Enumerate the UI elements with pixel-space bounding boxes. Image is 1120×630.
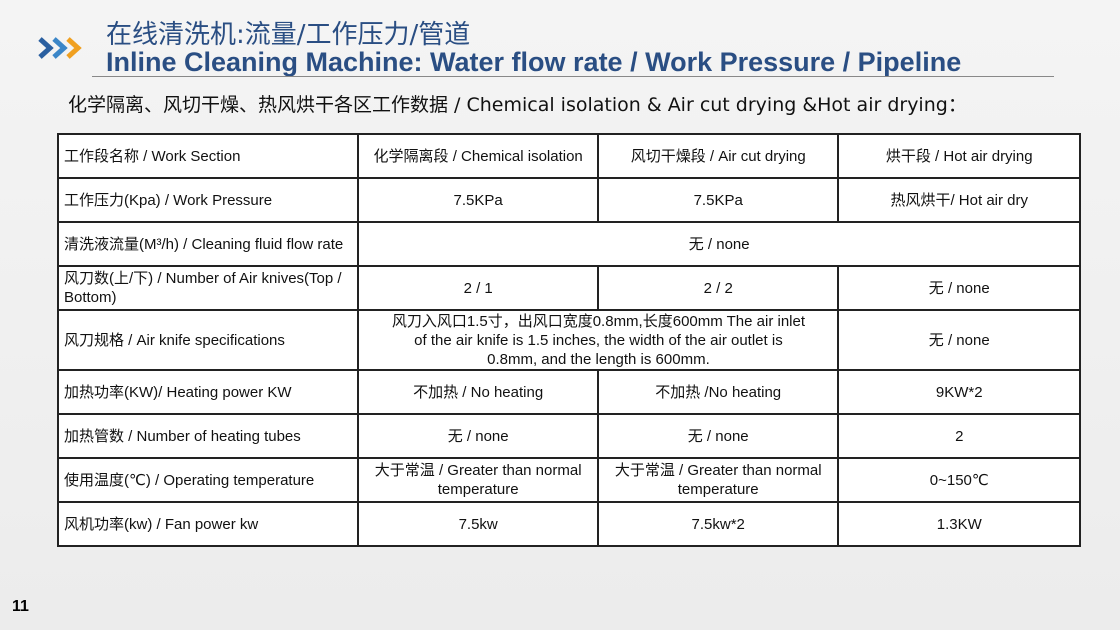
- cell: 无 / none: [357, 413, 599, 459]
- cell: 加热功率(KW)/ Heating power KW: [56, 369, 360, 415]
- cell: 清洗液流量(M³/h) / Cleaning fluid flow rate: [56, 221, 360, 267]
- title-divider: [92, 76, 1054, 77]
- cell: 2: [837, 413, 1081, 459]
- cell: 大于常温 / Greater than normal temperature: [596, 457, 840, 503]
- cell: 2 / 1: [357, 265, 599, 311]
- page-number: 11: [12, 598, 29, 615]
- table-row: 工作压力(Kpa) / Work Pressure 7.5KPa 7.5KPa 热风烘…: [56, 177, 1081, 223]
- cell: 使用温度(℃) / Operating temperature: [56, 457, 360, 503]
- cell: 风刀数(上/下) / Number of Air knives(Top / Bo…: [56, 265, 360, 311]
- cell: 7.5kw: [357, 501, 599, 547]
- cell: 2 / 2: [596, 265, 840, 311]
- table-row: 风刀规格 / Air knife specifications 风刀入风口1.5寸…: [56, 309, 1081, 371]
- spec-table: 工作段名称 / Work Section 化学隔离段 / Chemical iso…: [56, 133, 1081, 547]
- title-english: Inline Cleaning Machine: Water flow rate…: [106, 47, 962, 77]
- cell: 热风烘干/ Hot air dry: [837, 177, 1081, 223]
- cell: 烘干段 / Hot air drying: [837, 133, 1081, 179]
- table-row: 加热功率(KW)/ Heating power KW 不加热 / No heati…: [56, 369, 1081, 415]
- cell: 风刀入风口1.5寸，出风口宽度0.8mm,长度600mm The air inl…: [357, 309, 840, 371]
- cell: 工作段名称 / Work Section: [56, 133, 360, 179]
- title-chinese: 在线清洗机:流量/工作压力/管道: [106, 20, 471, 50]
- cell: 加热管数 / Number of heating tubes: [56, 413, 360, 459]
- cell: 无 / none: [596, 413, 840, 459]
- cell: 工作压力(Kpa) / Work Pressure: [56, 177, 360, 223]
- cell: 风刀规格 / Air knife specifications: [56, 309, 360, 371]
- table-row: 加热管数 / Number of heating tubes 无 / none 无 …: [56, 413, 1081, 459]
- cell: 0~150℃: [837, 457, 1081, 503]
- table-row: 风刀数(上/下) / Number of Air knives(Top / Bo…: [56, 265, 1081, 311]
- cell: 风机功率(kw) / Fan power kw: [56, 501, 360, 547]
- table-row: 使用温度(℃) / Operating temperature 大于常温 / Gr…: [56, 457, 1081, 503]
- cell: 大于常温 / Greater than normal temperature: [357, 457, 599, 503]
- table-row: 工作段名称 / Work Section 化学隔离段 / Chemical iso…: [56, 133, 1081, 179]
- cell: 1.3KW: [837, 501, 1081, 547]
- cell: 7.5kw*2: [596, 501, 840, 547]
- table-row: 风机功率(kw) / Fan power kw 7.5kw 7.5kw*2 1.3KW: [56, 501, 1081, 547]
- cell: 不加热 /No heating: [596, 369, 840, 415]
- cell: 7.5KPa: [596, 177, 840, 223]
- cell: 化学隔离段 / Chemical isolation: [357, 133, 599, 179]
- table-row: 清洗液流量(M³/h) / Cleaning fluid flow rate 无 …: [56, 221, 1081, 267]
- cell: 无 / none: [357, 221, 1081, 267]
- cell: 风切干燥段 / Air cut drying: [596, 133, 840, 179]
- cell: 不加热 / No heating: [357, 369, 599, 415]
- cell: 无 / none: [837, 265, 1081, 311]
- subtitle: 化学隔离、风切干燥、热风烘干各区工作数据 / Chemical isolatio…: [68, 94, 967, 116]
- cell: 无 / none: [837, 309, 1081, 371]
- chevron-logo-icon: [38, 37, 82, 59]
- cell: 9KW*2: [837, 369, 1081, 415]
- cell: 7.5KPa: [357, 177, 599, 223]
